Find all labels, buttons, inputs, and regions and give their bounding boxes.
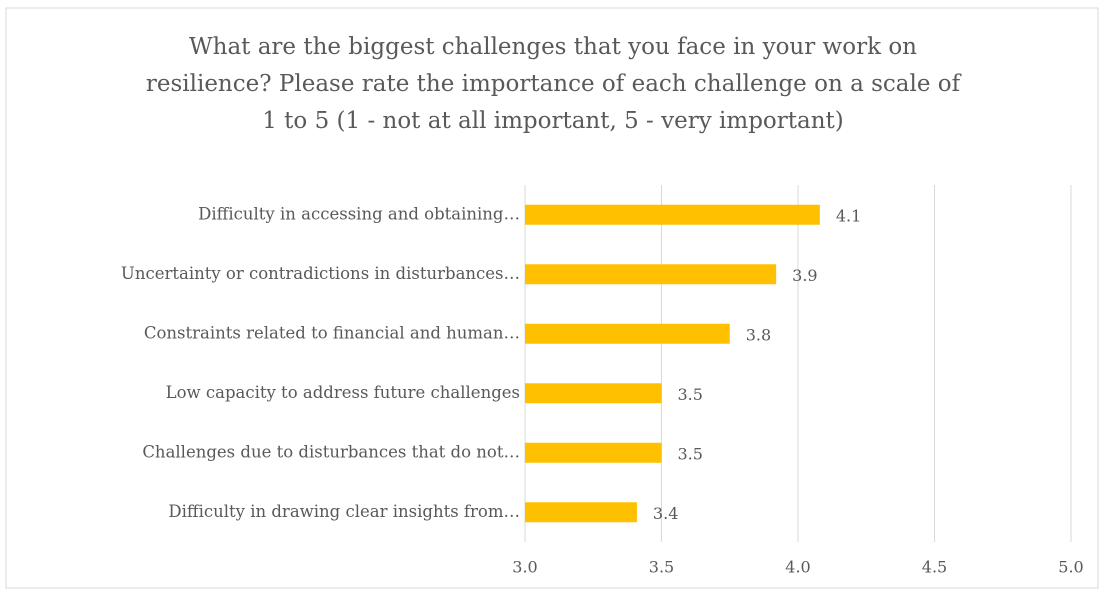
data-label: 3.4 (653, 504, 678, 523)
chart-title: resilience? Please rate the importance o… (146, 71, 962, 97)
y-tick-label: Low capacity to address future challenge… (166, 383, 520, 402)
x-tick-label: 4.0 (785, 558, 810, 577)
bar (525, 442, 662, 463)
bar (525, 323, 730, 344)
x-tick-label: 5.0 (1058, 558, 1083, 577)
bar (525, 204, 820, 225)
data-label: 3.5 (678, 444, 703, 463)
data-label: 4.1 (836, 206, 861, 225)
data-label: 3.8 (746, 325, 771, 344)
x-tick-label: 4.5 (922, 558, 947, 577)
y-tick-label: Difficulty in accessing and obtaining… (198, 204, 520, 223)
y-tick-label: Difficulty in drawing clear insights fro… (168, 502, 520, 521)
x-tick-label: 3.5 (649, 558, 674, 577)
chart-title: What are the biggest challenges that you… (189, 34, 917, 60)
x-tick-label: 3.0 (512, 558, 537, 577)
chart-title: 1 to 5 (1 - not at all important, 5 - ve… (262, 108, 844, 134)
bar (525, 383, 662, 404)
chart-border (5, 7, 1099, 589)
y-tick-label: Challenges due to disturbances that do n… (142, 442, 520, 461)
bar (525, 264, 777, 285)
y-tick-label: Constraints related to financial and hum… (144, 323, 520, 342)
y-tick-label: Uncertainty or contradictions in disturb… (121, 264, 520, 283)
data-label: 3.5 (678, 385, 703, 404)
bar (525, 502, 637, 523)
data-label: 3.9 (792, 266, 817, 285)
